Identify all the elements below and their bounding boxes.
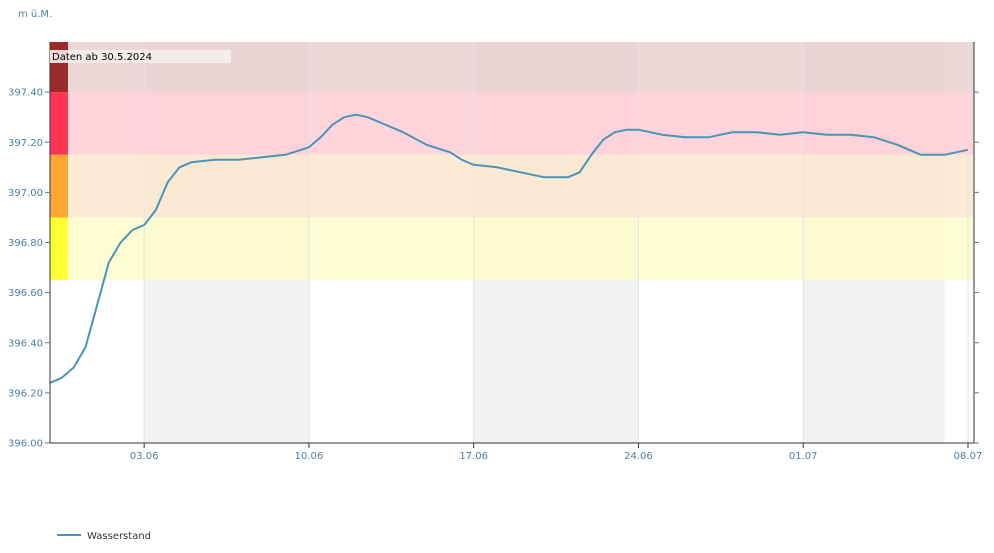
y-tick-label: 396.00 [8,439,43,450]
annotation-text: Daten ab 30.5.2024 [52,52,152,63]
level-band-3 [50,217,974,281]
y-tick-label: 397.00 [8,188,43,199]
y-tick-label: 397.20 [8,138,43,149]
y-tick-label: 397.40 [8,88,43,99]
x-tick-label: 03.06 [130,451,159,462]
y-tick-label: 396.40 [8,338,43,349]
level-band-0 [50,42,974,93]
level-indicator-2 [50,154,68,218]
data-start-annotation: Daten ab 30.5.2024 [50,50,231,63]
level-indicator-3 [50,217,68,281]
x-tick-label: 17.06 [459,451,488,462]
level-band-1 [50,92,974,155]
y-tick-label: 396.20 [8,388,43,399]
level-indicator-1 [50,92,68,155]
series-line-wasserstand[interactable] [49,113,969,384]
x-tick-label: 01.07 [789,451,818,462]
y-axis-unit-label: m ü.M. [18,9,52,20]
y-tick-label: 396.60 [8,288,43,299]
legend-label-wasserstand: Wasserstand [87,531,151,542]
legend[interactable]: Wasserstand [57,531,151,542]
x-tick-label: 08.07 [954,451,983,462]
x-tick-label: 24.06 [624,451,653,462]
level-band-2 [50,154,974,218]
y-tick-label: 396.80 [8,238,43,249]
x-tick-label: 10.06 [295,451,324,462]
level-indicator-0 [50,42,68,93]
